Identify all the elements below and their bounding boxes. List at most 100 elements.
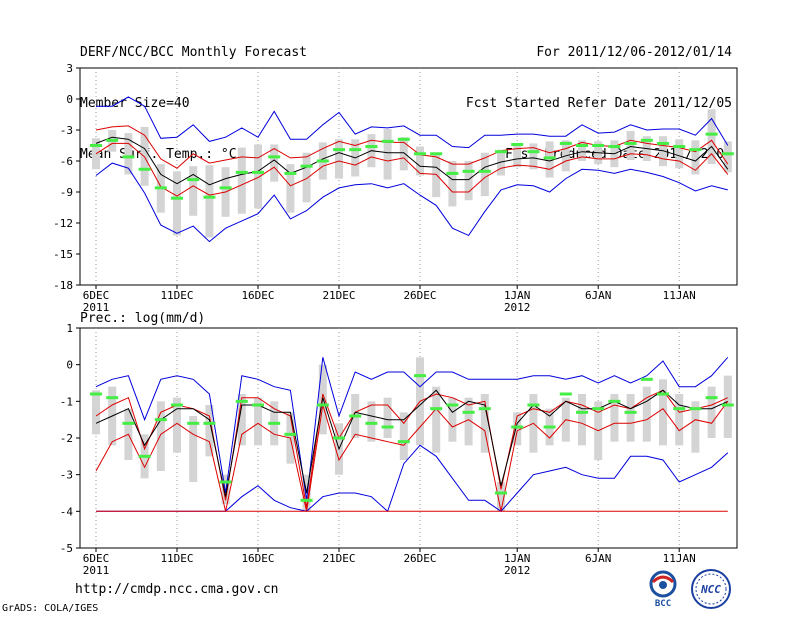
temp-obs-marker	[559, 141, 572, 145]
bcc-logo-text: BCC	[655, 599, 671, 608]
temp-obs-marker	[154, 186, 167, 190]
temp-obs-marker	[284, 171, 297, 175]
temp-obs-marker	[414, 152, 426, 156]
temp-obs-marker	[171, 196, 183, 200]
prec-y-tick-label: -2	[60, 432, 73, 445]
temp-obs-marker	[592, 144, 605, 147]
prec-obs-marker	[657, 392, 669, 396]
prec-spread-box	[448, 397, 457, 442]
prec-spread-box	[513, 412, 522, 446]
temp-obs-marker	[527, 150, 540, 154]
prec-obs-marker	[673, 407, 686, 411]
prec-y-tick-label: 1	[66, 322, 73, 335]
prec-obs-marker	[478, 407, 491, 411]
temp-y-tick-label: 0	[66, 93, 73, 106]
temp-spread-box	[254, 144, 262, 209]
temp-obs-marker	[349, 148, 362, 152]
temp-obs-marker	[543, 156, 556, 160]
prec-obs-marker	[154, 418, 167, 422]
prec-spread-box	[497, 482, 505, 512]
temp-obs-marker	[446, 171, 459, 175]
prec-spread-box	[578, 394, 586, 446]
prec-mean-line	[95, 389, 729, 497]
prec-obs-marker	[316, 403, 329, 407]
temp-y-tick-label: -15	[53, 248, 73, 261]
temp-obs-marker	[381, 139, 394, 143]
temp-y-tick-label: -6	[60, 155, 73, 168]
temp-obs-marker	[576, 144, 588, 147]
prec-obs-marker	[365, 421, 378, 425]
temp-obs-marker	[640, 138, 653, 142]
temp-x-year-label: 2011	[83, 301, 110, 314]
temp-obs-marker	[252, 170, 264, 174]
prec-y-tick-label: -5	[60, 542, 73, 555]
prec-spread-box	[254, 397, 262, 446]
temp-plot-frame	[79, 67, 738, 286]
prec-spread-box	[626, 394, 635, 442]
prec-spread-box	[173, 397, 181, 453]
prec-y-tick-label: -4	[60, 505, 74, 518]
temp-spread-box	[270, 144, 279, 182]
prec-x-tick-label: 26DEC	[403, 552, 436, 565]
prec-spread-box	[189, 416, 198, 482]
prec-spread-box	[691, 401, 700, 453]
prec-obs-marker	[414, 374, 426, 378]
temp-obs-marker	[235, 170, 248, 174]
prec-obs-marker	[397, 440, 410, 444]
temp-spread-box	[399, 137, 408, 171]
prec-obs-marker	[559, 392, 572, 396]
source-url[interactable]: http://cmdp.ncc.cma.gov.cn	[75, 582, 279, 597]
prec-obs-marker	[284, 432, 297, 436]
temp-obs-marker	[397, 137, 410, 141]
prec-x-tick-label: 11DEC	[160, 552, 193, 565]
temp-spread-box	[124, 133, 133, 175]
prec-spread-box	[432, 386, 441, 453]
prec-obs-marker	[543, 425, 556, 429]
prec-spread-box	[707, 386, 716, 438]
prec-spread-box	[92, 390, 100, 435]
temp-obs-marker	[673, 145, 686, 149]
temp-max-line	[96, 96, 729, 149]
ncc-logo-text: NCC	[700, 583, 721, 596]
temp-spread-box	[302, 152, 311, 203]
prec-y-tick-label: -1	[60, 395, 73, 408]
grads-credit: GrADS: COLA/IGES	[2, 603, 99, 614]
temp-spread-box	[707, 109, 716, 165]
prec-obs-marker	[106, 396, 119, 400]
prec-obs-marker	[333, 436, 345, 440]
temp-spread-box	[383, 128, 392, 180]
prec-x-year-label: 2012	[504, 564, 531, 577]
prec-obs-marker	[187, 421, 200, 425]
temp-x-tick-label: 26DEC	[403, 289, 436, 302]
temp-spread-box	[626, 131, 635, 160]
prec-x-tick-label: 11JAN	[663, 552, 696, 565]
prec-title: Prec.: log(mm/d)	[80, 311, 205, 326]
prec-obs-marker	[608, 399, 621, 403]
prec-y-tick-label: -3	[60, 469, 73, 482]
temp-obs-marker	[219, 186, 232, 190]
temp-x-tick-label: 1JAN	[504, 289, 531, 302]
temp-obs-marker	[689, 148, 702, 152]
prec-spread-box	[156, 401, 165, 471]
prec-obs-marker	[576, 410, 588, 414]
temp-x-tick-label: 6JAN	[585, 289, 612, 302]
temp-obs-marker	[122, 155, 135, 159]
temp-p25-line	[95, 142, 729, 197]
temp-spread-box	[173, 171, 181, 236]
prec-spread-box	[383, 397, 392, 438]
prec-p25-line	[95, 401, 729, 512]
prec-y-tick-label: 0	[66, 359, 73, 372]
temp-spread-box	[416, 146, 424, 176]
prec-spread-box	[205, 405, 214, 457]
prec-obs-marker	[689, 407, 702, 411]
temp-min-line	[95, 162, 728, 243]
temp-x-year-label: 2012	[504, 301, 531, 314]
temp-spread-box	[529, 143, 538, 170]
temp-obs-marker	[511, 142, 524, 146]
prec-obs-marker	[495, 491, 507, 495]
prec-obs-marker	[268, 421, 281, 425]
prec-spread-box	[367, 401, 376, 442]
header-start-date: Fcst Started Refer Date 2011/12/05	[465, 96, 732, 111]
temp-spread-box	[237, 147, 246, 214]
prec-obs-marker	[349, 414, 362, 418]
